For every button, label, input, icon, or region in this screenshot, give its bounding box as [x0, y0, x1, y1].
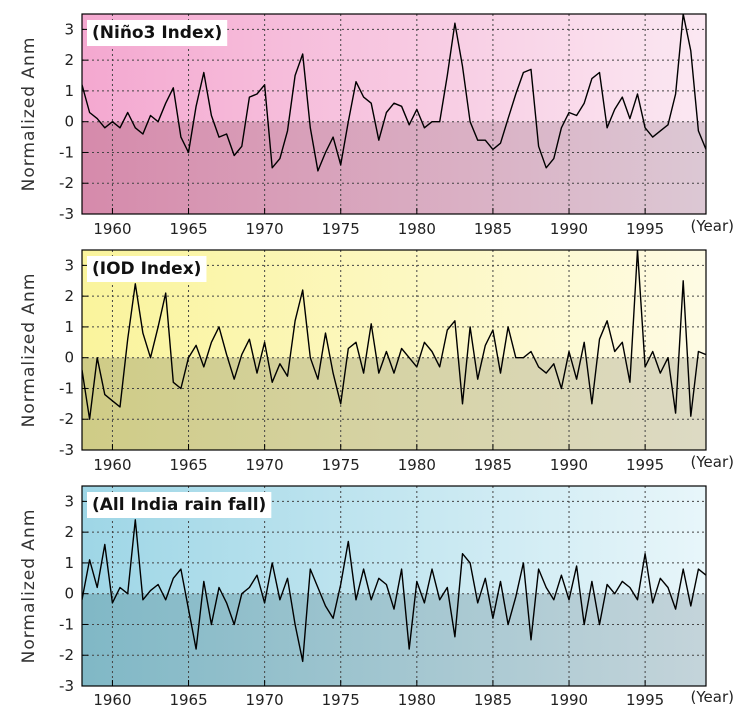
iod-x-unit-label: (Year) — [691, 453, 734, 471]
all-india-rainfall-panel: 3 2 1 0 -1 -2 -3 1960 1965 1970 1975 1980 1985 1990 19… — [59, 485, 707, 709]
rainfall-y-tick-label: -2 — [59, 646, 74, 664]
iod-y-tick-label: 2 — [64, 287, 74, 305]
rainfall-y-tick-label: 2 — [64, 523, 74, 541]
nino3-x-unit-label: (Year) — [691, 217, 734, 235]
iod-title-box — [87, 256, 207, 282]
rainfall-y-tick-label: -3 — [59, 677, 74, 695]
nino3-y-tick-label: -2 — [59, 174, 74, 192]
rainfall-plot-frame — [81, 485, 707, 687]
nino3-x-tick-label: 1970 — [246, 220, 284, 238]
iod-panel-title: (IOD Index) — [92, 259, 201, 279]
rainfall-x-tick-label: 1980 — [398, 691, 436, 709]
nino3-y-tick-label: -1 — [59, 143, 74, 161]
nino3-x-tick-label: 1980 — [398, 220, 436, 238]
nino3-y-tick-label: 0 — [64, 113, 74, 131]
iod-y-tick-label: 1 — [64, 318, 74, 336]
iod-y-tick-label: -1 — [59, 379, 74, 397]
iod-x-tick-label: 1970 — [246, 456, 284, 474]
iod-y-tick-label: 3 — [64, 256, 74, 274]
rainfall-x-tick-label: 1970 — [246, 691, 284, 709]
nino3-plot-frame — [81, 13, 707, 215]
rainfall-series-line — [82, 519, 706, 663]
iod-plot-frame — [81, 249, 707, 451]
iod-x-tick-label: 1990 — [550, 456, 588, 474]
nino3-lower-background — [82, 121, 706, 214]
iod-x-tick-label: 1960 — [93, 456, 131, 474]
iod-index-panel: 3 2 1 0 -1 -2 -3 1960 1965 1970 1975 1980 1985 1990 19… — [59, 249, 707, 474]
rainfall-panel-title: (All India rain fall) — [92, 495, 266, 515]
nino3-x-tick-label: 1960 — [93, 220, 131, 238]
rainfall-title-box — [87, 492, 272, 518]
nino3-y-tick-label: -3 — [59, 205, 74, 223]
nino3-title-box — [87, 20, 228, 46]
iod-y-axis-label: Normalized Anm — [19, 273, 39, 428]
nino3-y-axis-label: Normalized Anm — [19, 37, 39, 192]
nino3-series-line — [82, 14, 706, 172]
rainfall-x-tick-label: 1990 — [550, 691, 588, 709]
iod-x-tick-label: 1995 — [626, 456, 664, 474]
nino3-x-tick-label: 1985 — [474, 220, 512, 238]
rainfall-x-tick-label: 1965 — [169, 691, 207, 709]
nino3-y-tick-label: 3 — [64, 20, 74, 38]
iod-x-tick-label: 1975 — [322, 456, 360, 474]
rainfall-x-tick-label: 1985 — [474, 691, 512, 709]
rainfall-x-tick-label: 1975 — [322, 691, 360, 709]
rainfall-y-tick-label: -1 — [59, 615, 74, 633]
rainfall-x-tick-label: 1960 — [93, 691, 131, 709]
iod-x-tick-label: 1965 — [169, 456, 207, 474]
nino3-x-tick-label: 1995 — [626, 220, 664, 238]
rainfall-y-tick-label: 3 — [64, 492, 74, 510]
nino3-y-tick-label: 1 — [64, 82, 74, 100]
iod-y-tick-label: -2 — [59, 410, 74, 428]
nino3-x-tick-label: 1965 — [169, 220, 207, 238]
rainfall-x-unit-label: (Year) — [691, 688, 734, 706]
nino3-index-panel: 3 2 1 0 -1 -2 -3 1960 1965 1970 1975 1980 1985 1990 19… — [59, 13, 707, 238]
nino3-panel-title: (Niño3 Index) — [92, 23, 222, 43]
rainfall-y-tick-label: 0 — [64, 585, 74, 603]
rainfall-x-tick-label: 1995 — [626, 691, 664, 709]
iod-y-tick-label: -3 — [59, 441, 74, 459]
iod-x-tick-label: 1985 — [474, 456, 512, 474]
nino3-y-tick-label: 2 — [64, 51, 74, 69]
nino3-x-tick-label: 1975 — [322, 220, 360, 238]
iod-series-line — [82, 250, 706, 420]
iod-y-tick-label: 0 — [64, 349, 74, 367]
rainfall-y-tick-label: 1 — [64, 554, 74, 572]
nino3-x-tick-label: 1990 — [550, 220, 588, 238]
iod-x-tick-label: 1980 — [398, 456, 436, 474]
rainfall-y-axis-label: Normalized Anm — [19, 509, 39, 664]
